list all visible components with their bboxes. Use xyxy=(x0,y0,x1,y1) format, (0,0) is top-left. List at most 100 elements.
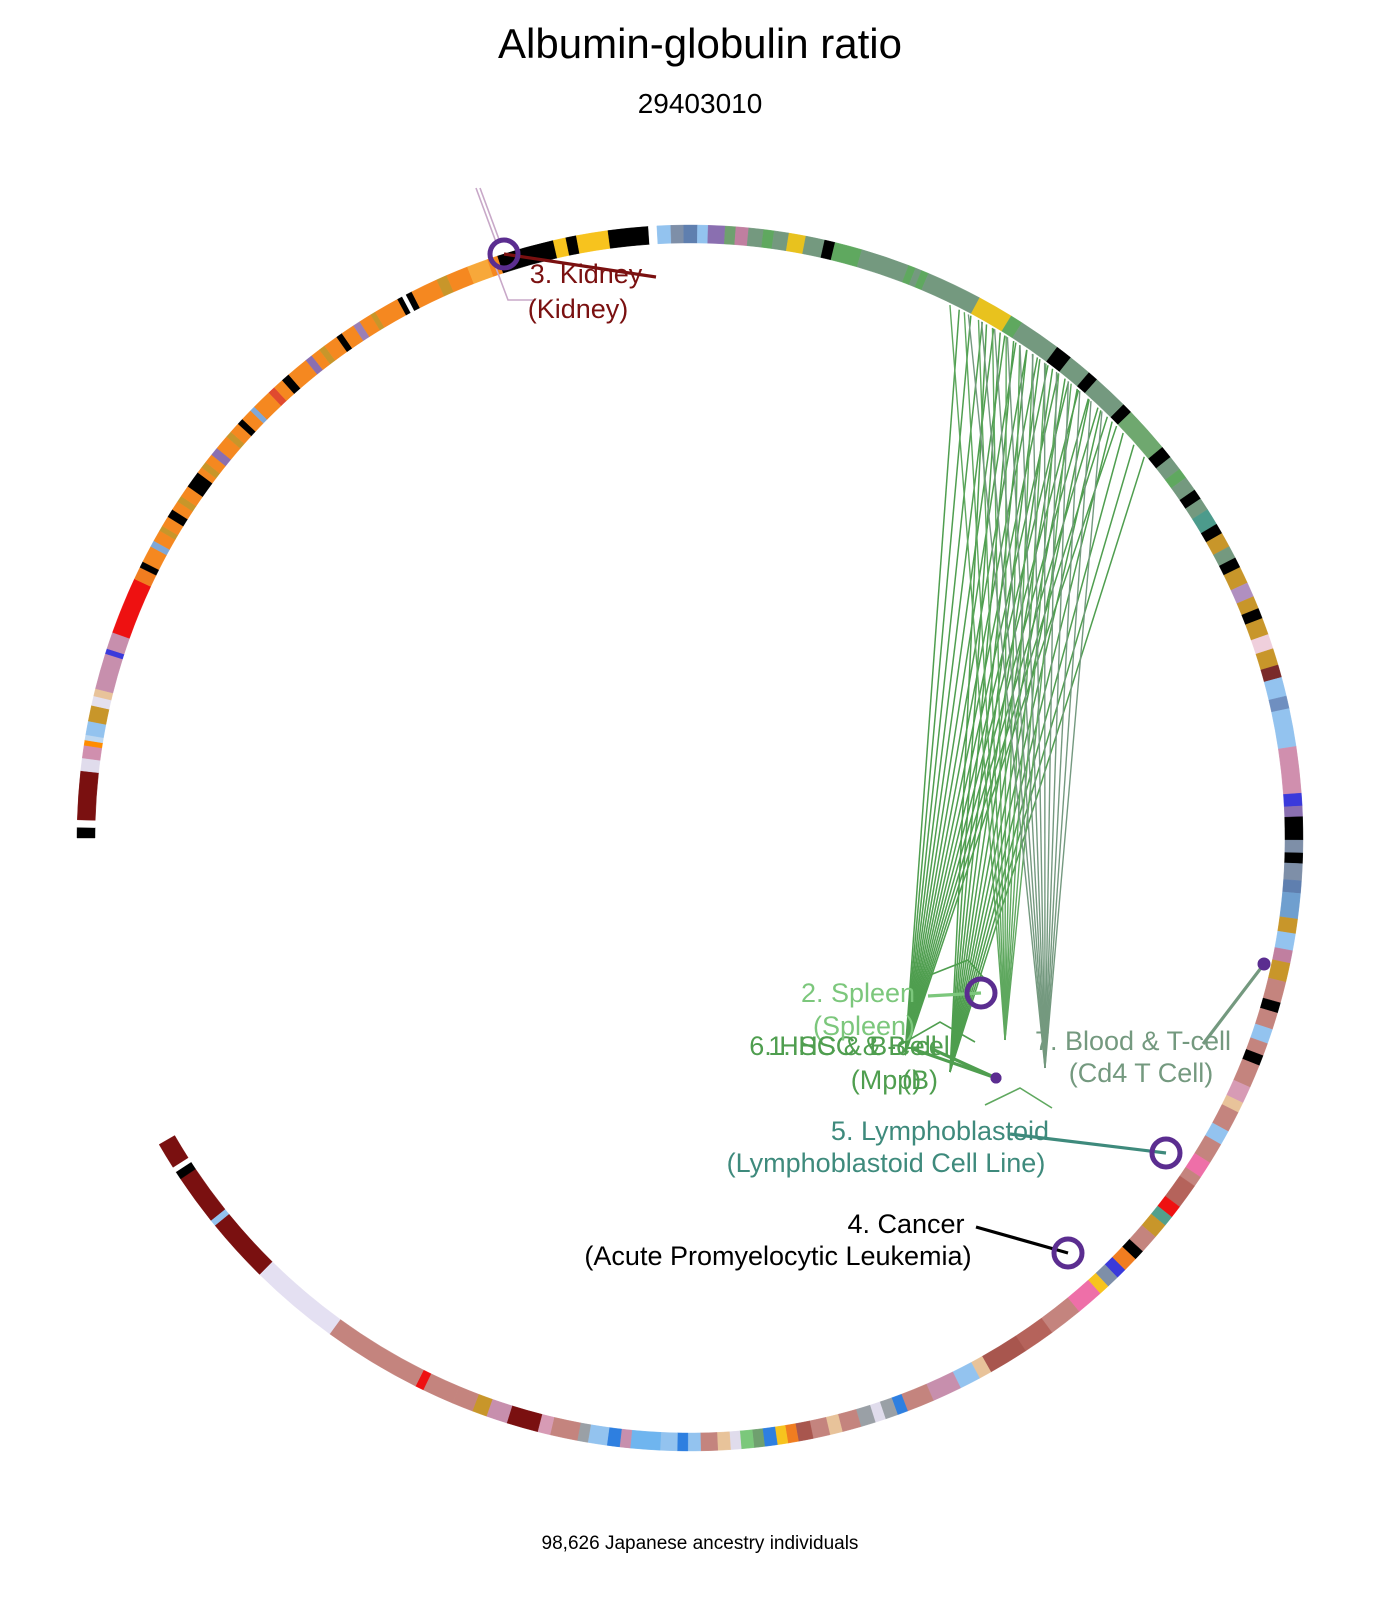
association-leader-line xyxy=(949,332,1001,1073)
ring-segment xyxy=(700,1432,719,1452)
ring-segment xyxy=(856,249,909,283)
locus-marker[interactable] xyxy=(964,976,998,1010)
ring-segment xyxy=(729,1430,742,1450)
association-leader-line xyxy=(904,335,1006,1056)
association-leader-line xyxy=(977,319,1006,1041)
ring-segment xyxy=(656,225,672,245)
association-leader-line xyxy=(967,314,1046,1069)
ring-segment xyxy=(724,225,737,245)
ring-segment xyxy=(214,1213,273,1275)
annotation-labels: 1. HSC & B-cell (B) 2. Spleen(Spleen) 3. Ki… xyxy=(528,259,1231,1271)
leader-bracket xyxy=(984,1087,1053,1109)
association-leader-line xyxy=(904,342,1017,1056)
ring-segment xyxy=(670,224,684,244)
annotation-label-name: 1. HSC & B-cell xyxy=(768,1031,956,1061)
annotation-leader-lines xyxy=(475,187,1266,1255)
ring-segment xyxy=(76,827,96,839)
kidney-leader-bracket xyxy=(495,267,536,301)
ring-segment xyxy=(1284,816,1304,841)
ring-segment xyxy=(180,1168,226,1221)
association-leader-line xyxy=(1031,353,1046,1069)
association-leader-line xyxy=(949,410,1102,1073)
annotation-label-sub: (B) xyxy=(902,1065,938,1095)
ring-segment xyxy=(1283,862,1303,881)
ring-segment xyxy=(1278,746,1302,795)
ring-segment xyxy=(676,1432,689,1452)
association-leader-line xyxy=(991,327,1006,1041)
ring-segment xyxy=(76,819,96,828)
association-leader-line xyxy=(949,304,1006,1041)
ring-segment xyxy=(575,230,611,254)
annotation-connector xyxy=(927,991,982,998)
annotation-markers[interactable] xyxy=(487,237,1271,1270)
association-leader-line xyxy=(1004,345,1021,1041)
ring-segment xyxy=(259,1261,341,1335)
annotation-label-sub: (Kidney) xyxy=(528,294,629,324)
ring-segment xyxy=(158,1135,189,1168)
association-leader-line xyxy=(1044,411,1103,1069)
ring-segment xyxy=(981,1335,1026,1373)
annotation-connector xyxy=(912,1047,997,1080)
association-leader-line xyxy=(904,309,960,1056)
ring-segment xyxy=(1283,792,1303,808)
association-leader-line xyxy=(1044,371,1058,1069)
association-leader-line xyxy=(949,444,1135,1073)
association-leader-line xyxy=(1019,345,1046,1069)
association-leader-line xyxy=(980,321,1046,1069)
kidney-leader-hairline xyxy=(479,187,501,243)
ring-segment xyxy=(607,226,650,249)
ring-segment xyxy=(697,224,709,244)
association-leader-line xyxy=(1004,336,1007,1041)
association-leader-line xyxy=(949,399,1090,1073)
ring-segment xyxy=(1282,879,1302,894)
association-leader-line xyxy=(1044,391,1081,1069)
ring-segment xyxy=(1271,708,1297,750)
association-leader-line xyxy=(949,388,1078,1073)
ring-segment xyxy=(95,653,123,694)
ring-segment xyxy=(830,242,863,268)
association-leader-line xyxy=(949,378,1066,1073)
annotation-label-name: 5. Lymphoblastoid xyxy=(831,1116,1049,1146)
ring-segment xyxy=(1284,852,1304,864)
association-leader-line xyxy=(1006,337,1046,1069)
ring-segment xyxy=(659,1432,678,1452)
ring-segment xyxy=(1274,930,1296,951)
locus-marker[interactable] xyxy=(990,1072,1002,1084)
association-leader-line xyxy=(1044,401,1092,1069)
locus-marker[interactable] xyxy=(1051,1236,1085,1270)
ring-segment xyxy=(506,1405,543,1432)
annotation-connector xyxy=(1201,963,1266,1045)
locus-marker[interactable] xyxy=(487,237,521,271)
ring-segment xyxy=(77,770,99,821)
ring-segment xyxy=(1279,891,1301,920)
association-leader-line xyxy=(949,368,1054,1073)
ring-segment xyxy=(648,225,659,245)
association-leader-line xyxy=(904,321,984,1056)
ring-segment xyxy=(587,1424,610,1446)
association-leader-line xyxy=(904,357,1039,1056)
ring-segment xyxy=(746,227,764,248)
ring-segment xyxy=(716,1431,731,1451)
ring-segment xyxy=(1117,411,1163,460)
association-leader-line xyxy=(949,324,988,1073)
association-leader-line xyxy=(963,312,1006,1041)
ring-segment xyxy=(687,1432,701,1452)
association-leader-line xyxy=(904,389,1080,1056)
association-leader-line xyxy=(993,329,1046,1069)
association-leader-line xyxy=(1004,354,1034,1041)
ring-segment xyxy=(739,1429,755,1450)
association-leader-line xyxy=(949,456,1145,1073)
annotation-label-name: 3. Kidney xyxy=(530,259,643,289)
annotation-connector xyxy=(503,252,657,279)
footer-caption: 98,626 Japanese ancestry individuals xyxy=(541,1533,859,1554)
ring-segment xyxy=(329,1319,424,1387)
ring-segment xyxy=(1277,916,1298,935)
ring-segment xyxy=(707,225,726,245)
locus-marker[interactable] xyxy=(1257,957,1271,971)
annotation-label-sub: (Acute Promyelocytic Leukemia) xyxy=(584,1241,971,1271)
kidney-leader-hairline xyxy=(475,187,497,243)
ring-segment xyxy=(1283,805,1303,818)
locus-marker[interactable] xyxy=(1149,1136,1183,1170)
